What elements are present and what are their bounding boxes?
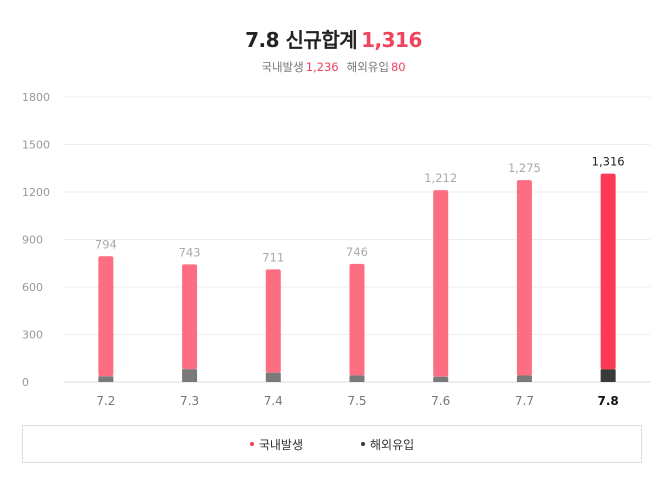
x-tick-label: 7.6 [431,394,450,408]
bar-domestic [98,256,114,377]
chart-subtitle: 국내발생 1,236 해외유입 80 [0,59,667,75]
y-tick-label: 1800 [22,91,50,104]
data-label: 746 [346,245,368,259]
y-tick-label: 0 [22,376,29,389]
bar-overseas [349,375,365,382]
bar-domestic [265,269,281,373]
bar-overseas [433,376,449,382]
legend-item-overseas[interactable]: 해외유입 [361,436,414,453]
bar-overseas [182,369,198,382]
x-tick-label: 7.4 [264,394,283,408]
subtitle-overseas-value: 80 [390,60,406,74]
legend-label-domestic: 국내발생 [258,437,303,452]
y-tick-label: 300 [22,329,43,342]
bar-domestic [433,190,449,377]
data-label: 1,316 [592,155,625,169]
chart-header: 7.8 신규합계 1,316 국내발생 1,236 해외유입 80 [0,24,667,75]
x-tick-label: 7.7 [515,394,534,408]
bar-chart: 0 300 600 900 1200 1500 1800 794 7.2 743 7.3 711 7.4… [22,91,650,408]
legend-item-domestic[interactable]: 국내발생 [249,436,303,453]
y-tick-label: 600 [22,281,43,294]
bar-domestic [600,173,616,370]
bar-overseas [516,375,532,382]
title-date: 7.8 [245,28,280,52]
title-total: 1,316 [361,28,422,52]
bar-overseas [98,376,114,382]
bar-overseas [265,372,281,382]
chart-legend: 국내발생 해외유입 [22,425,642,463]
x-tick-label: 7.5 [347,394,366,408]
title-label: 신규합계 [285,28,358,52]
legend-swatch-domestic [249,442,254,446]
chart-title: 7.8 신규합계 1,316 [0,24,667,53]
bar-domestic [516,180,532,376]
bar-domestic [349,263,365,376]
subtitle-domestic-value: 1,236 [305,60,339,74]
x-tick-label: 7.8 [598,394,619,408]
legend-label-overseas: 해외유입 [370,437,415,452]
data-label: 1,275 [508,161,541,175]
bar-domestic [182,264,198,370]
subtitle-overseas-label: 해외유입 [346,60,389,74]
data-label: 1,212 [424,171,457,185]
bar-overseas [600,369,616,382]
data-label: 711 [262,250,284,264]
x-tick-label: 7.2 [96,394,115,408]
y-tick-label: 900 [22,234,43,247]
x-tick-label: 7.3 [180,394,199,408]
legend-swatch-overseas [361,442,365,446]
data-label: 743 [179,245,201,259]
y-tick-label: 1500 [22,139,50,152]
subtitle-domestic-label: 국내발생 [261,60,304,74]
data-label: 794 [95,237,117,251]
y-tick-label: 1200 [22,186,50,199]
